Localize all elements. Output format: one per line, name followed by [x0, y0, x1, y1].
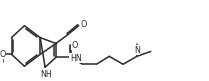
Text: N: N	[134, 46, 140, 55]
Text: O: O	[81, 20, 87, 29]
Text: O: O	[0, 50, 6, 59]
Text: HN: HN	[70, 54, 82, 63]
Text: NH: NH	[40, 70, 52, 79]
Text: O: O	[72, 41, 78, 50]
